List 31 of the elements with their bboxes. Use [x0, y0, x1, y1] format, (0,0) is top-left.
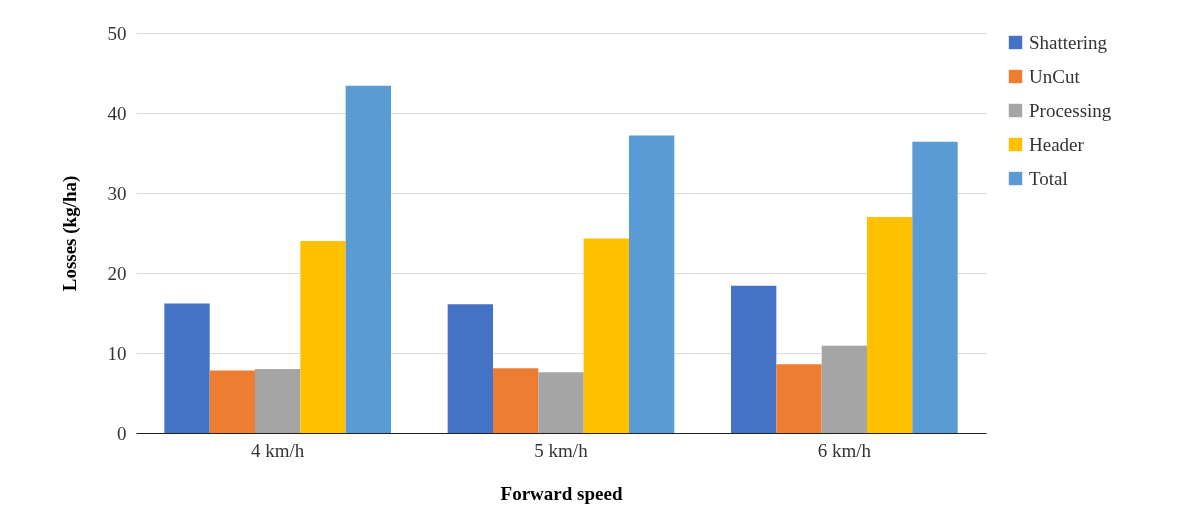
legend-label: Processing — [1029, 99, 1112, 121]
bar — [255, 369, 301, 433]
bar — [164, 303, 210, 433]
bar — [345, 85, 391, 433]
bar — [583, 238, 629, 433]
y-tick-label: 40 — [107, 102, 127, 124]
x-tick-label: 6 km/h — [817, 439, 872, 461]
bar — [538, 372, 584, 433]
y-tick-label: 10 — [107, 342, 127, 364]
x-tick-label: 4 km/h — [251, 439, 305, 461]
bar — [629, 135, 675, 433]
x-axis-title: Forward speed — [500, 482, 623, 504]
legend-label: Total — [1029, 167, 1068, 189]
legend-label: Header — [1029, 133, 1085, 155]
bar — [821, 345, 867, 433]
y-tick-label: 0 — [117, 422, 127, 444]
bar — [209, 370, 255, 433]
bar — [731, 285, 777, 433]
x-tick-label: 5 km/h — [534, 439, 589, 461]
bar — [912, 141, 958, 433]
y-axis-title: Losses (kg/ha) — [58, 175, 81, 292]
legend-label: UnCut — [1029, 65, 1081, 87]
bar — [867, 217, 913, 433]
bar — [300, 241, 346, 433]
bar — [776, 364, 822, 433]
y-tick-label: 20 — [107, 262, 127, 284]
bar — [493, 368, 539, 433]
y-tick-label: 30 — [107, 182, 127, 204]
legend-label: Shattering — [1029, 31, 1108, 53]
y-tick-label: 50 — [107, 22, 127, 44]
bar — [447, 304, 493, 433]
